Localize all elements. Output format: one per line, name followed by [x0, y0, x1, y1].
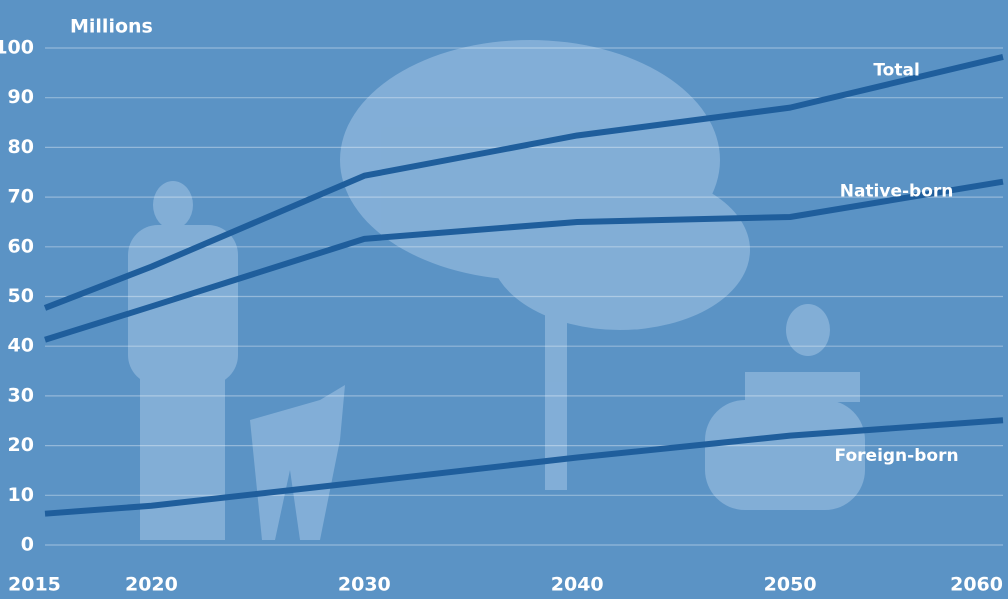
x-tick-label: 2020 [125, 574, 178, 596]
series-line [44, 417, 1004, 517]
y-tick-label: 60 [8, 235, 34, 257]
series-label: Native-born [840, 181, 954, 201]
series-line [43, 54, 1004, 311]
x-tick-label: 2015 [8, 574, 61, 596]
x-tick-label: 2060 [950, 574, 1003, 596]
y-tick-label: 20 [8, 434, 34, 456]
y-axis-label: Millions [70, 16, 153, 38]
x-tick-label: 2040 [551, 574, 604, 596]
series-line [44, 178, 1004, 343]
x-tick-label: 2030 [338, 574, 391, 596]
y-tick-label: 0 [21, 534, 34, 556]
y-tick-label: 30 [8, 384, 34, 406]
y-tick-label: 80 [8, 136, 34, 158]
x-tick-label: 2050 [764, 574, 817, 596]
series-label: Foreign-born [835, 446, 959, 466]
y-tick-label: 90 [8, 86, 34, 108]
y-tick-label: 70 [8, 186, 34, 208]
series-label: Total [873, 60, 919, 80]
y-tick-label: 100 [0, 37, 34, 59]
y-tick-label: 10 [8, 484, 34, 506]
y-tick-label: 50 [8, 285, 34, 307]
y-tick-label: 40 [8, 335, 34, 357]
